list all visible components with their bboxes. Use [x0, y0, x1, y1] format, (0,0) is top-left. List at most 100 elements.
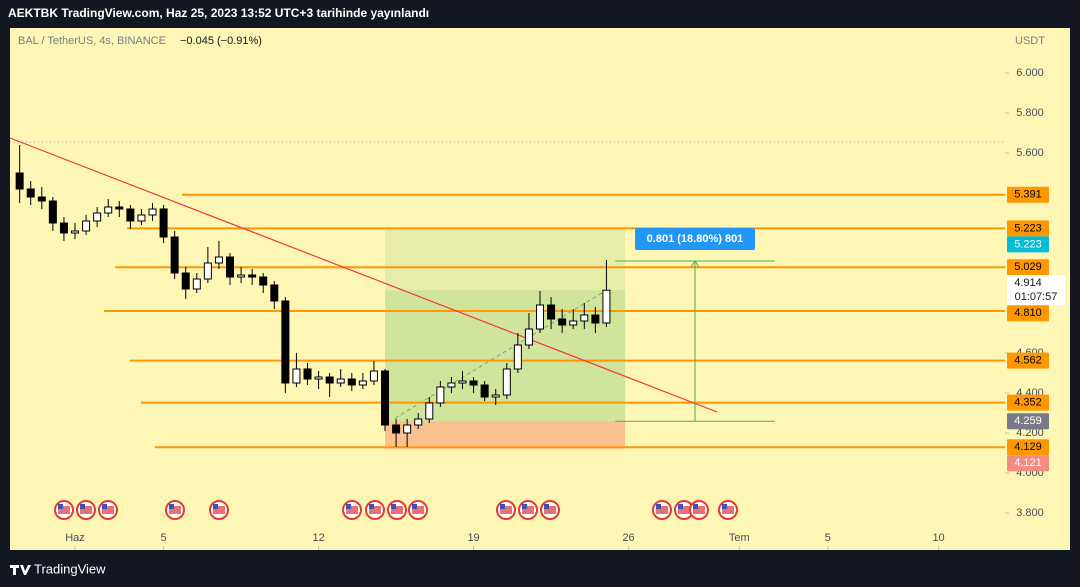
event-flag: [369, 506, 381, 514]
candle-body: [148, 208, 157, 216]
event-flag-canton: [58, 504, 63, 509]
x-tick-label: 19: [467, 532, 479, 544]
price-box-label: 4.352: [1014, 397, 1042, 409]
price-box: [1007, 413, 1049, 430]
event-flag: [656, 506, 668, 514]
candle-body: [314, 376, 323, 380]
measure-label: 0.801 (18.80%) 801: [647, 233, 744, 245]
candle-body: [214, 256, 223, 264]
candle-body: [414, 418, 423, 426]
price-box: [1007, 352, 1049, 369]
candle-body: [513, 344, 522, 370]
candle-body: [469, 380, 478, 386]
candle-body: [591, 314, 600, 324]
price-box: [1007, 220, 1049, 237]
footer-brand: TradingView: [34, 561, 106, 576]
event-flag-canton: [693, 504, 698, 509]
x-tick-label: 5: [161, 532, 167, 544]
price-box: [1007, 394, 1049, 411]
candle-body: [237, 274, 246, 278]
event-flag: [58, 506, 70, 514]
candle-body: [480, 384, 489, 398]
price-box-label: 4.259: [1014, 415, 1042, 427]
candle-body: [181, 272, 190, 290]
x-tick-label: 10: [932, 532, 944, 544]
event-flag: [169, 506, 181, 514]
y-tick-label: 5.600: [1016, 147, 1044, 159]
candle-body: [82, 220, 91, 232]
currency: USDT: [1015, 35, 1045, 47]
candle-body: [436, 386, 445, 404]
y-tick-label: 3.800: [1016, 507, 1044, 519]
event-flag-canton: [369, 504, 374, 509]
candle-body: [115, 206, 124, 210]
x-tick-label: 12: [312, 532, 324, 544]
y-tick-label: 6.000: [1016, 67, 1044, 79]
candle-body: [137, 214, 146, 222]
x-tick-label: 26: [622, 532, 634, 544]
candle-body: [502, 368, 511, 396]
candle-body: [71, 230, 80, 234]
candle-body: [259, 276, 268, 286]
candle-body: [458, 380, 467, 384]
footer-logo: [10, 565, 31, 575]
candle-body: [558, 318, 567, 326]
event-flag-canton: [80, 504, 85, 509]
price-box-label: 4.121: [1014, 457, 1042, 469]
event-flag: [722, 506, 734, 514]
candle-body: [403, 424, 412, 434]
candle-body: [292, 368, 301, 384]
candle-body: [447, 382, 456, 388]
event-flag-canton: [213, 504, 218, 509]
price-box-label: 5.391: [1014, 189, 1042, 201]
candle-body: [491, 394, 500, 398]
x-tick-label: Tem: [729, 532, 750, 544]
candle-body: [170, 236, 179, 274]
candle-body: [369, 370, 378, 382]
candle-body: [580, 314, 589, 322]
price-box-label: 4.810: [1014, 307, 1042, 319]
candle-body: [203, 262, 212, 280]
candle-body: [104, 206, 113, 214]
candle-body: [536, 304, 545, 330]
candle-body: [425, 402, 434, 420]
trend-line: [9, 137, 718, 413]
event-flag: [412, 506, 424, 514]
countdown: 01:07:57: [1015, 291, 1058, 303]
price-box-label: 5.223: [1014, 222, 1042, 234]
price-box: [1007, 439, 1049, 456]
event-flag-canton: [346, 504, 351, 509]
measure-label-box: [635, 228, 756, 250]
candle-body: [226, 256, 235, 278]
price-box: [1007, 275, 1065, 306]
price-box: [1007, 236, 1049, 253]
price-box-label: 5.223: [1014, 238, 1042, 250]
candle-body: [248, 274, 257, 278]
candle-body: [336, 378, 345, 384]
candle-body: [303, 368, 312, 380]
price-box-label: 4.562: [1014, 355, 1042, 367]
measure-arrowhead: [690, 260, 700, 268]
price-box: [1007, 305, 1049, 322]
candle-body: [48, 200, 57, 224]
x-tick-label: 5: [825, 532, 831, 544]
event-flag: [391, 506, 403, 514]
event-flag: [213, 506, 225, 514]
event-flag-canton: [722, 504, 727, 509]
price-box: [1007, 259, 1049, 276]
event-flag-canton: [169, 504, 174, 509]
candle-body: [15, 172, 24, 190]
event-flag: [544, 506, 556, 514]
symbol: BAL / TetherUS, 4s, BINANCE: [18, 35, 166, 47]
candle-body: [93, 212, 102, 222]
candle-body: [392, 424, 401, 434]
candle-body: [347, 378, 356, 386]
event-flag-canton: [500, 504, 505, 509]
event-flag: [80, 506, 92, 514]
price-box: [1007, 455, 1049, 472]
event-flag-canton: [678, 504, 683, 509]
event-flag-canton: [412, 504, 417, 509]
candle-body: [126, 208, 135, 222]
candle-body: [381, 370, 390, 426]
event-flag: [500, 506, 512, 514]
